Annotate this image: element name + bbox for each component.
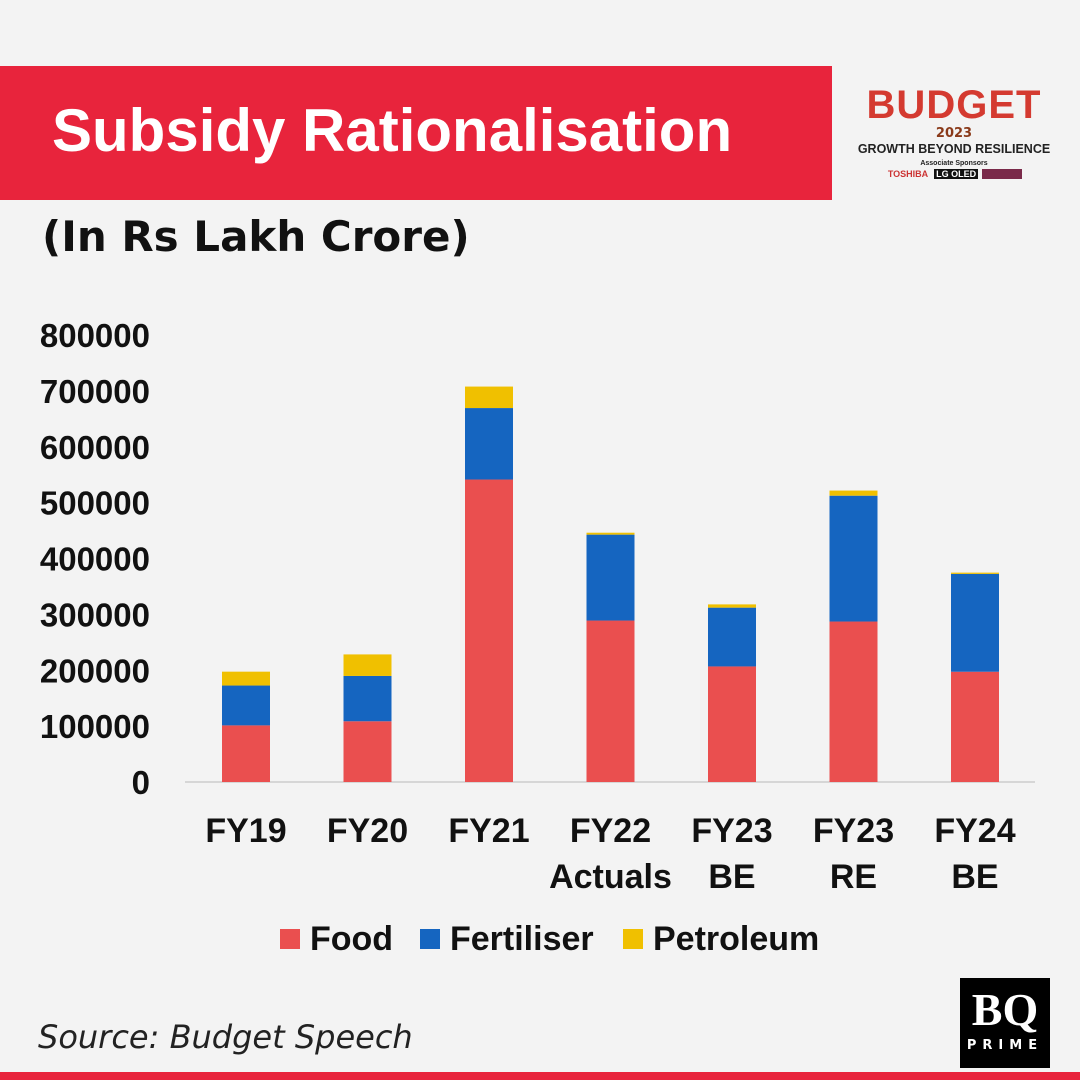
bar-fertiliser bbox=[951, 573, 999, 672]
bar-food bbox=[951, 671, 999, 782]
budget-logo: BUDGET 2023 GROWTH BEYOND RESILIENCE Ass… bbox=[846, 84, 1062, 179]
bar-food bbox=[708, 666, 756, 782]
legend-swatch-food bbox=[280, 929, 300, 949]
bar-fertiliser bbox=[586, 534, 635, 621]
sponsor-toshiba: TOSHIBA bbox=[887, 169, 929, 179]
x-tick-label: FY24 bbox=[934, 812, 1015, 850]
x-tick-label: FY23 bbox=[691, 812, 772, 850]
y-tick-label: 300000 bbox=[40, 596, 150, 633]
bar-food bbox=[465, 479, 513, 782]
bar-food bbox=[343, 721, 392, 782]
y-tick-label: 400000 bbox=[40, 541, 150, 578]
sponsor-lg: LG OLED bbox=[934, 169, 979, 179]
bar-petroleum bbox=[343, 654, 392, 676]
y-tick-label: 800000 bbox=[40, 317, 150, 354]
bar-petroleum bbox=[951, 572, 999, 574]
sponsor-axis-logo bbox=[982, 169, 1023, 179]
x-tick-label: FY20 bbox=[327, 812, 408, 850]
source-note: Source: Budget Speech bbox=[38, 1018, 413, 1056]
bar-petroleum bbox=[222, 671, 270, 686]
legend-swatch-fertiliser bbox=[420, 929, 440, 949]
bar-fertiliser bbox=[465, 408, 513, 480]
x-tick-label: BE bbox=[951, 858, 998, 896]
brand-top: BQ bbox=[971, 984, 1039, 1035]
legend-label-fertiliser: Fertiliser bbox=[450, 920, 594, 958]
legend-swatch-petroleum bbox=[623, 929, 643, 949]
y-tick-label: 500000 bbox=[40, 485, 150, 522]
x-tick-label: FY21 bbox=[448, 812, 529, 850]
x-tick-label: FY23 bbox=[813, 812, 894, 850]
logo-main: BUDGET bbox=[866, 83, 1042, 127]
legend-label-petroleum: Petroleum bbox=[653, 920, 819, 958]
bottom-strip bbox=[0, 1072, 1080, 1080]
bar-petroleum bbox=[829, 490, 878, 496]
bar-petroleum bbox=[465, 386, 513, 409]
bar-fertiliser bbox=[829, 495, 878, 622]
y-tick-label: 0 bbox=[132, 764, 150, 801]
bar-petroleum bbox=[708, 604, 756, 608]
logo-tagline: GROWTH BEYOND RESILIENCE bbox=[857, 142, 1051, 156]
logo-year: 2023 bbox=[935, 126, 973, 141]
legend-label-food: Food bbox=[310, 920, 393, 958]
bq-prime-logo: BQ PRIME bbox=[960, 978, 1050, 1068]
title-banner bbox=[0, 66, 832, 200]
bar-fertiliser bbox=[708, 607, 756, 667]
y-tick-label: 200000 bbox=[40, 652, 150, 689]
bar-petroleum bbox=[586, 532, 635, 535]
x-tick-label: Actuals bbox=[549, 858, 672, 896]
sponsors-label: Associate Sponsors bbox=[920, 160, 988, 167]
page-title: Subsidy Rationalisation bbox=[52, 97, 733, 164]
x-tick-label: FY22 bbox=[570, 812, 651, 850]
chart-subtitle: (In Rs Lakh Crore) bbox=[42, 212, 470, 261]
bar-food bbox=[222, 725, 270, 782]
y-tick-label: 600000 bbox=[40, 429, 150, 466]
brand-bottom: PRIME bbox=[966, 1038, 1044, 1053]
bar-food bbox=[829, 621, 878, 782]
bar-fertiliser bbox=[222, 685, 270, 726]
x-tick-label: FY19 bbox=[205, 812, 286, 850]
y-tick-label: 100000 bbox=[40, 708, 150, 745]
bar-fertiliser bbox=[343, 675, 392, 722]
y-tick-label: 700000 bbox=[40, 373, 150, 410]
x-tick-label: BE bbox=[708, 858, 755, 896]
bar-food bbox=[586, 620, 635, 782]
x-tick-label: RE bbox=[830, 858, 877, 896]
